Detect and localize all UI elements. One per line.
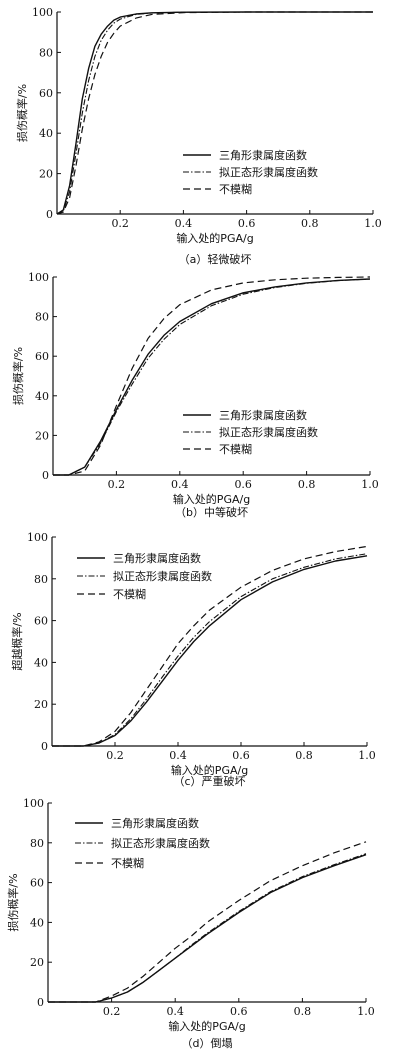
x-tick-label: 0.2 (108, 478, 126, 491)
y-axis-label: 超越概率/% (10, 612, 24, 670)
y-tick-label: 100 (32, 6, 53, 19)
series-line-solid (48, 854, 367, 1003)
series-line-solid (56, 11, 373, 215)
legend-label: 不模糊 (111, 856, 144, 870)
chart-panel-4: 0 20 40 60 80 100 0.2 0.4 0.6 0.8 1.0 输入处的PGA/g 损伤概率… (6, 797, 375, 1050)
x-tick-label: 0.8 (294, 1005, 312, 1018)
y-tick-label: 100 (27, 531, 48, 544)
y-tick-label: 60 (35, 350, 49, 363)
series-line-solid (53, 278, 371, 476)
x-tick-label: 0.2 (106, 749, 124, 762)
x-tick-label: 0.6 (234, 478, 252, 491)
x-tick-label: 0.8 (298, 478, 316, 491)
series-line-dashdot (53, 278, 371, 476)
series-line-dashdot (52, 553, 368, 747)
y-tick-label: 60 (30, 877, 44, 890)
chart-panel-1: 0 20 40 60 80 100 0.2 0.4 0.6 0.8 1.0 输入处的PGA/g 损伤概率… (15, 6, 382, 266)
series-line-dashed (53, 276, 371, 476)
chart-panel-3: 0 20 40 60 80 100 0.2 0.4 0.6 0.8 1.0 输入处的PGA/g 超越概率… (10, 531, 376, 788)
y-tick-label: 20 (39, 168, 53, 181)
x-tick-label: 1.0 (358, 749, 376, 762)
y-tick-label: 80 (39, 46, 53, 59)
legend-label: 三角形隶属度函数 (219, 148, 307, 162)
panel-caption: （b）中等破坏 (175, 505, 248, 519)
y-axis-label: 损伤概率/% (15, 84, 29, 142)
y-axis-label: 损伤概率/% (11, 347, 25, 405)
y-tick-label: 0 (46, 208, 53, 221)
x-tick-label: 0.6 (232, 749, 250, 762)
x-tick-label: 0.8 (301, 217, 319, 230)
y-tick-label: 40 (39, 127, 53, 140)
x-tick-label: 0.2 (111, 217, 129, 230)
x-tick-label: 0.4 (171, 478, 189, 491)
legend-label: 三角形隶属度函数 (219, 408, 307, 422)
y-tick-label: 0 (42, 469, 49, 482)
y-tick-label: 60 (34, 615, 48, 628)
y-tick-label: 60 (39, 87, 53, 100)
x-tick-label: 1.0 (364, 217, 382, 230)
y-tick-label: 40 (35, 390, 49, 403)
legend-label: 三角形隶属度函数 (113, 551, 201, 565)
legend-label: 三角形隶属度函数 (111, 816, 199, 830)
x-axis-label: 输入处的PGA/g (171, 763, 248, 777)
series-line-dashed (56, 11, 373, 215)
legend-label: 拟正态形隶属度函数 (219, 425, 318, 439)
x-tick-label: 0.8 (295, 749, 313, 762)
y-tick-label: 100 (23, 797, 44, 810)
legend-label: 拟正态形隶属度函数 (113, 569, 212, 583)
x-axis-label: 输入处的PGA/g (176, 231, 253, 245)
y-tick-label: 0 (41, 740, 48, 753)
panel-caption: （d）倒塌 (182, 1037, 233, 1050)
y-tick-label: 20 (35, 429, 49, 442)
legend-label: 拟正态形隶属度函数 (111, 836, 210, 850)
y-tick-label: 20 (34, 698, 48, 711)
y-tick-label: 0 (37, 996, 44, 1009)
x-axis-label: 输入处的PGA/g (173, 492, 250, 506)
y-tick-label: 80 (34, 573, 48, 586)
x-tick-label: 0.4 (175, 217, 193, 230)
x-tick-label: 0.4 (169, 749, 187, 762)
series-line-dashdot (56, 11, 373, 215)
series-line-dashdot (48, 853, 367, 1003)
legend-label: 拟正态形隶属度函数 (219, 165, 318, 179)
x-tick-label: 0.6 (230, 1005, 248, 1018)
x-axis-label: 输入处的PGA/g (168, 1019, 245, 1033)
x-tick-label: 0.6 (238, 217, 256, 230)
legend-label: 不模糊 (219, 182, 252, 196)
legend-label: 不模糊 (219, 442, 252, 456)
y-tick-label: 40 (30, 916, 44, 929)
series-line-dashed (48, 841, 367, 1003)
series-line-solid (52, 555, 368, 747)
y-axis-label: 损伤概率/% (6, 873, 20, 931)
x-tick-label: 1.0 (361, 478, 379, 491)
y-tick-label: 80 (35, 311, 49, 324)
y-tick-label: 80 (30, 837, 44, 850)
x-tick-label: 1.0 (357, 1005, 375, 1018)
x-tick-label: 0.2 (103, 1005, 121, 1018)
y-tick-label: 20 (30, 956, 44, 969)
panel-caption: （a）轻微破坏 (179, 252, 252, 266)
chart-panel-2: 0 20 40 60 80 100 0.2 0.4 0.6 0.8 1.0 输入处的PGA/g 损伤概率… (11, 271, 379, 519)
y-tick-label: 100 (28, 271, 49, 284)
panel-caption: （c）严重破坏 (173, 774, 245, 788)
x-tick-label: 0.4 (166, 1005, 184, 1018)
y-tick-label: 40 (34, 656, 48, 669)
legend-label: 不模糊 (113, 587, 146, 601)
